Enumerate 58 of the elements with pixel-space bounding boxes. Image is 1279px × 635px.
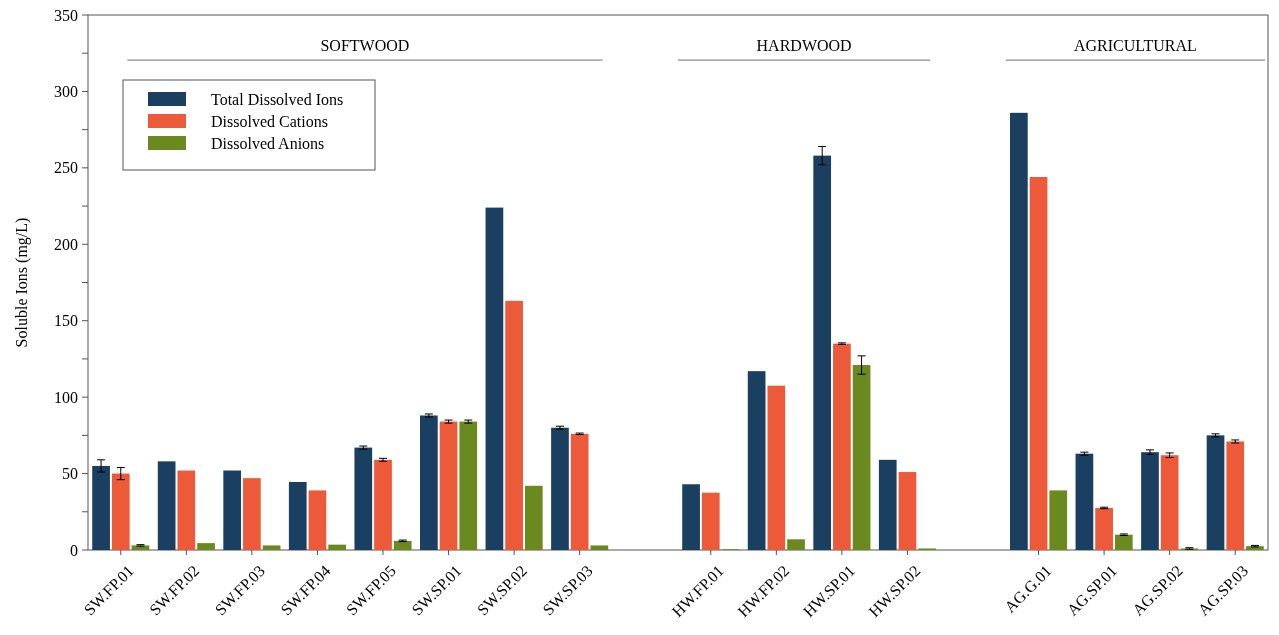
- bar: [787, 539, 805, 550]
- y-tick-label: 0: [70, 541, 78, 559]
- legend-label: Dissolved Cations: [211, 112, 328, 130]
- bar: [682, 484, 700, 550]
- y-tick-label: 200: [54, 235, 78, 253]
- bar: [197, 543, 215, 550]
- bar: [1160, 455, 1179, 550]
- bar: [374, 459, 392, 550]
- bar: [1141, 452, 1159, 550]
- bar: [590, 545, 609, 550]
- annotation: HARDWOOD: [756, 37, 852, 54]
- bar: [505, 300, 523, 550]
- bar: [813, 155, 832, 550]
- bar: [1010, 112, 1028, 550]
- bar: [524, 485, 543, 550]
- y-tick-label: 250: [54, 159, 78, 177]
- bar: [747, 371, 766, 550]
- bar: [262, 545, 281, 550]
- bar: [701, 492, 720, 550]
- bar: [288, 481, 307, 550]
- bar: [223, 470, 242, 550]
- bar: [1029, 177, 1048, 550]
- bar: [243, 478, 261, 550]
- bar: [898, 472, 917, 550]
- bar: [459, 421, 478, 550]
- y-tick-label: 100: [54, 388, 78, 406]
- bar: [833, 343, 851, 550]
- bar: [1075, 453, 1094, 550]
- bar: [1114, 534, 1133, 550]
- bar: [308, 490, 327, 550]
- bar: [354, 447, 373, 550]
- legend-label: Dissolved Anions: [211, 134, 325, 152]
- bar: [420, 415, 438, 550]
- bar: [1226, 441, 1245, 550]
- bar: [1049, 490, 1068, 550]
- bar: [767, 385, 786, 550]
- y-tick-label: 350: [54, 6, 78, 24]
- bar: [1095, 507, 1113, 550]
- bar: [878, 459, 897, 550]
- annotation: AGRICULTURAL: [1073, 37, 1197, 54]
- y-tick-label: 150: [54, 312, 78, 330]
- bar: [852, 365, 871, 550]
- bar: [92, 465, 110, 550]
- y-tick-label: 50: [62, 465, 78, 483]
- bar: [177, 470, 196, 550]
- bar: [328, 544, 346, 550]
- bar: [439, 421, 458, 550]
- bar: [1206, 435, 1225, 550]
- bar: [570, 433, 589, 550]
- annotation: SOFTWOOD: [320, 37, 410, 54]
- y-tick-label: 300: [54, 83, 78, 101]
- bar: [551, 427, 569, 550]
- legend-label: Total Dissolved Ions: [211, 90, 344, 108]
- bar: [111, 473, 130, 550]
- y-axis-title: Soluble Ions (mg/L): [13, 217, 31, 348]
- bar: [157, 461, 176, 550]
- bar: [393, 540, 412, 550]
- bar: [485, 207, 504, 550]
